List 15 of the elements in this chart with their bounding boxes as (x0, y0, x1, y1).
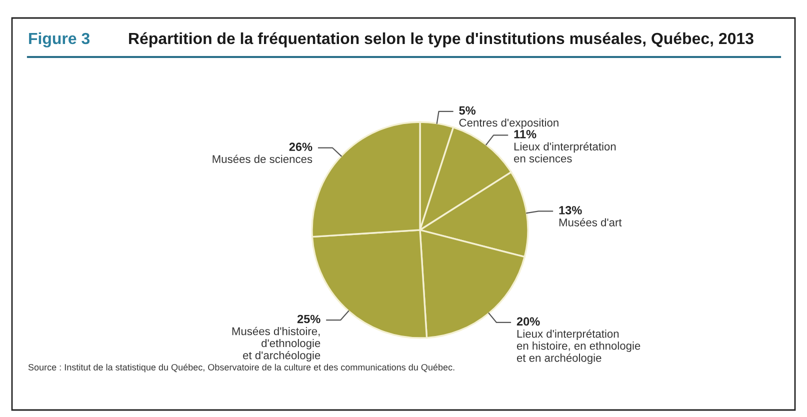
slice-label: Centres d'exposition (459, 118, 558, 129)
slice-label: Musées d'art (559, 218, 622, 226)
caption: Figure 3 (29, 32, 90, 48)
slice-label: Musées de sciences (212, 154, 312, 164)
data-label: 20% (516, 317, 540, 326)
data-label: 11% (514, 130, 536, 138)
chart-title: Répartition de la fréquentation selon le type d'institutions muséales, Québec, 2013 (129, 32, 754, 48)
data-label: 25% (297, 314, 320, 324)
slice-label: Lieux d'interprétation en histoire, en ethnologie et en archéologie (516, 329, 640, 364)
data-label: 26% (289, 142, 312, 152)
source-note: Source : Institut de la statistique du Québec, Observatoire de la culture et des communications du Québec. (28, 364, 454, 372)
data-label: 5% (459, 106, 476, 115)
slice-label: Musées d'histoire, d'ethnologie et d'archéologie (232, 326, 320, 362)
data-label: 13% (559, 206, 582, 214)
slice-label: Lieux d'interprétation en sciences (514, 142, 616, 162)
